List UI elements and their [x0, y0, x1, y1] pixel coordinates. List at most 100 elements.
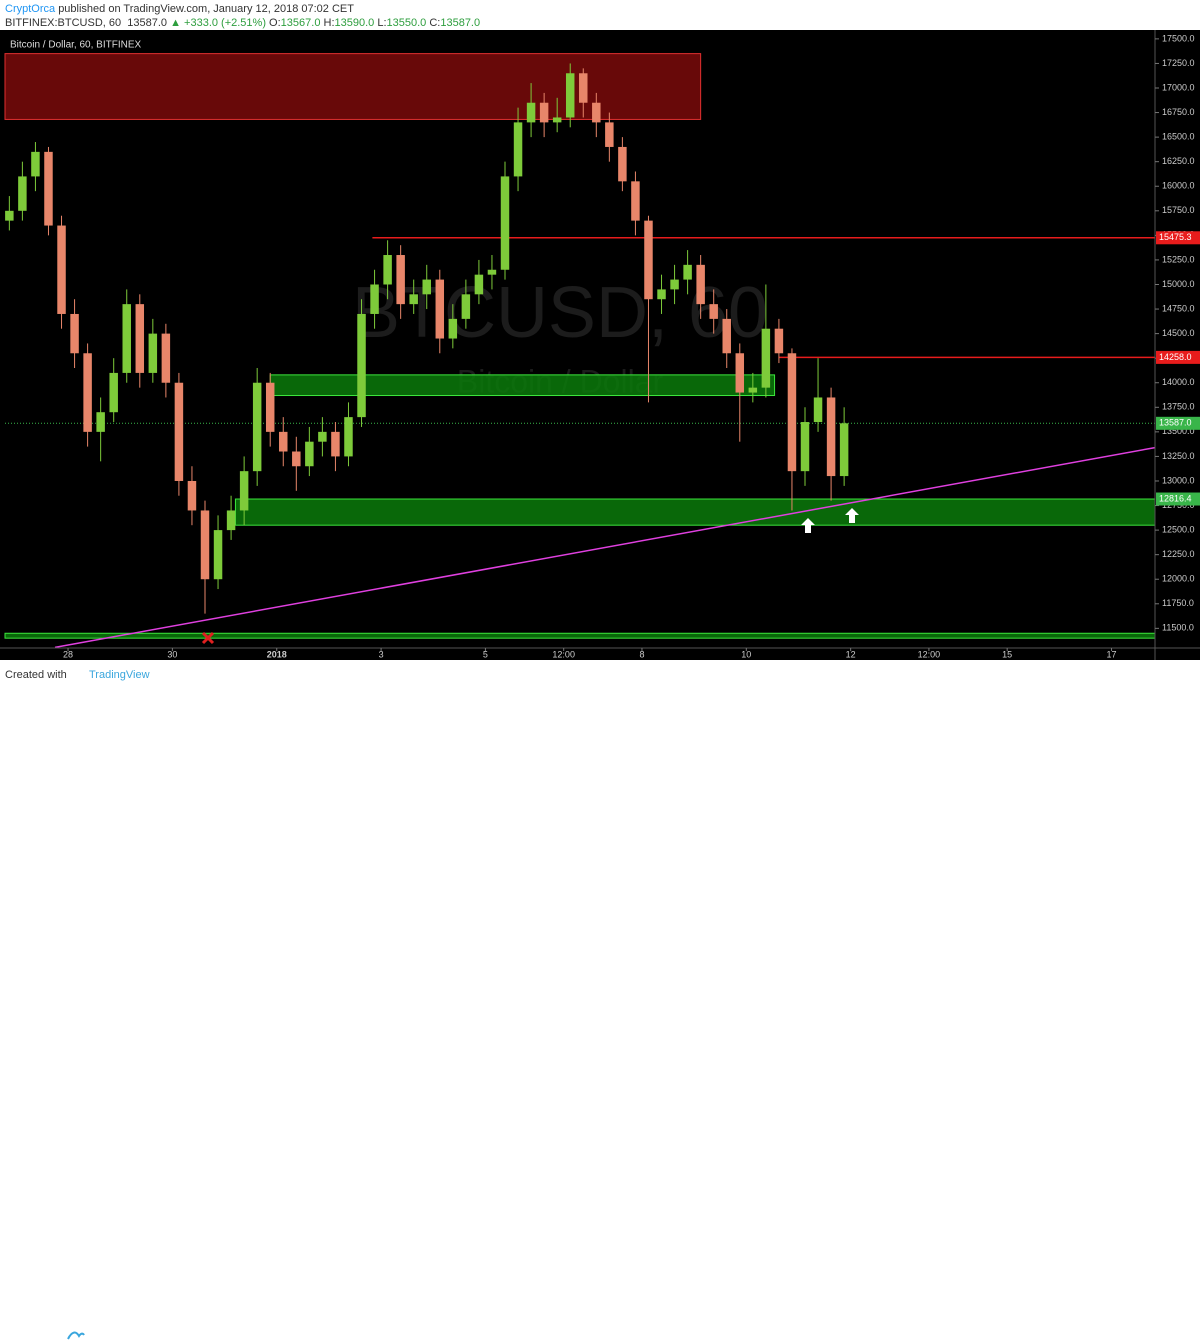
- y-tick-label: 13500.0: [1162, 426, 1195, 436]
- y-tick-label: 16250.0: [1162, 156, 1195, 166]
- candle-body: [670, 279, 679, 290]
- x-tick-label: 12:00: [552, 649, 575, 659]
- y-tick-label: 11500.0: [1162, 623, 1194, 633]
- candle-body: [18, 176, 27, 211]
- symbol-line: BITFINEX:BTCUSD, 60 13587.0 ▲ +333.0 (+2…: [5, 17, 480, 29]
- zone: [234, 498, 1156, 526]
- candle-body: [826, 397, 836, 477]
- candle-body: [500, 176, 510, 270]
- o-label: O:: [269, 17, 281, 29]
- y-tick-label: 14000.0: [1162, 377, 1195, 387]
- change: ▲ +333.0 (+2.51%): [170, 17, 266, 29]
- x-tick-label: 12:00: [918, 649, 941, 659]
- price-label-box: [1156, 231, 1200, 245]
- close: 13587.0: [440, 17, 481, 29]
- x-tick-label: 15: [1002, 649, 1012, 659]
- zone: [269, 374, 776, 397]
- candle-body: [135, 304, 145, 373]
- y-tick-label: 17250.0: [1162, 58, 1195, 68]
- candle-body: [605, 122, 614, 147]
- candle-body: [696, 264, 705, 305]
- candle-body: [761, 328, 771, 388]
- candle-body: [774, 328, 784, 354]
- candle-body: [187, 480, 197, 511]
- candle-body: [5, 210, 14, 221]
- y-tick-label: 15250.0: [1162, 254, 1195, 264]
- candle-body: [683, 264, 692, 280]
- y-tick-label: 12000.0: [1162, 574, 1195, 584]
- candle-body: [526, 102, 536, 123]
- candle-body: [396, 255, 405, 305]
- candle-body: [279, 431, 288, 452]
- candle-body: [174, 382, 184, 481]
- low: 13550.0: [386, 17, 427, 29]
- y-tick-label: 16500.0: [1162, 131, 1195, 141]
- candle-body: [31, 151, 40, 177]
- chart: BTCUSD, 60 Bitcoin / Dollar Bitcoin / Do…: [0, 30, 1200, 660]
- price-label: 15475.3: [1159, 232, 1192, 242]
- price-axis: [1155, 30, 1200, 660]
- c-label: C:: [429, 17, 441, 29]
- l-label: L:: [377, 17, 387, 29]
- candle-body: [709, 304, 718, 319]
- high: 13590.0: [334, 17, 375, 29]
- up-arrow: [801, 518, 815, 533]
- candle-body: [161, 333, 171, 383]
- candle-body: [148, 333, 158, 373]
- candle-body: [487, 269, 497, 275]
- brand[interactable]: TradingView: [89, 669, 150, 681]
- h-label: H:: [323, 17, 335, 29]
- candle-body: [122, 304, 131, 373]
- x-tick-label: 17: [1107, 649, 1117, 659]
- y-tick-label: 12250.0: [1162, 549, 1195, 559]
- candle-body: [226, 510, 236, 531]
- chart-title: Bitcoin / Dollar, 60, BITFINEX: [10, 40, 141, 51]
- candle-body: [787, 353, 797, 472]
- candle-body: [800, 422, 810, 472]
- candle-body: [565, 73, 575, 118]
- x-marker: [201, 631, 215, 645]
- price-label: 13587.0: [1159, 418, 1192, 428]
- candle-body: [813, 397, 823, 423]
- x-tick-label: 8: [639, 649, 644, 659]
- candle-body: [422, 279, 431, 295]
- zone: [4, 632, 1156, 639]
- y-tick-label: 13750.0: [1162, 402, 1195, 412]
- candle-body: [735, 353, 745, 393]
- x-tick-label: 30: [167, 649, 177, 659]
- footer: Created with TradingView: [0, 660, 1200, 1340]
- y-tick-label: 13000.0: [1162, 475, 1195, 485]
- candle-body: [631, 181, 640, 221]
- candle-body: [292, 451, 301, 467]
- candle-body: [474, 274, 484, 295]
- header: CryptOrca published on TradingView.com, …: [0, 0, 1200, 30]
- y-tick-label: 13250.0: [1162, 451, 1195, 461]
- y-tick-label: 16000.0: [1162, 181, 1195, 191]
- candle-body: [83, 353, 92, 432]
- price-label: 14258.0: [1159, 352, 1192, 362]
- price-label-box: [1156, 350, 1200, 364]
- candle-body: [331, 431, 340, 457]
- candle-body: [252, 382, 262, 472]
- x-tick-label: 2018: [267, 649, 287, 659]
- candle-body: [552, 117, 562, 123]
- candle-body: [539, 102, 549, 123]
- y-tick-label: 12500.0: [1162, 524, 1195, 534]
- candle-body: [383, 255, 392, 285]
- candle-body: [579, 73, 588, 103]
- candle-body: [200, 510, 210, 580]
- y-tick-label: 15000.0: [1162, 279, 1195, 289]
- x-tick-label: 5: [483, 649, 488, 659]
- author[interactable]: CryptOrca: [5, 3, 56, 15]
- y-tick-label: 14500.0: [1162, 328, 1195, 338]
- candle-body: [409, 294, 418, 305]
- candle-body: [213, 530, 223, 580]
- y-tick-label: 11750.0: [1162, 598, 1194, 608]
- axes: 11500.011750.012000.012250.012500.012750…: [63, 33, 1200, 659]
- candle-body: [748, 387, 758, 393]
- candle-body: [239, 471, 249, 511]
- candle-body: [448, 318, 458, 339]
- annotations: [201, 508, 859, 645]
- candle-body: [461, 294, 471, 319]
